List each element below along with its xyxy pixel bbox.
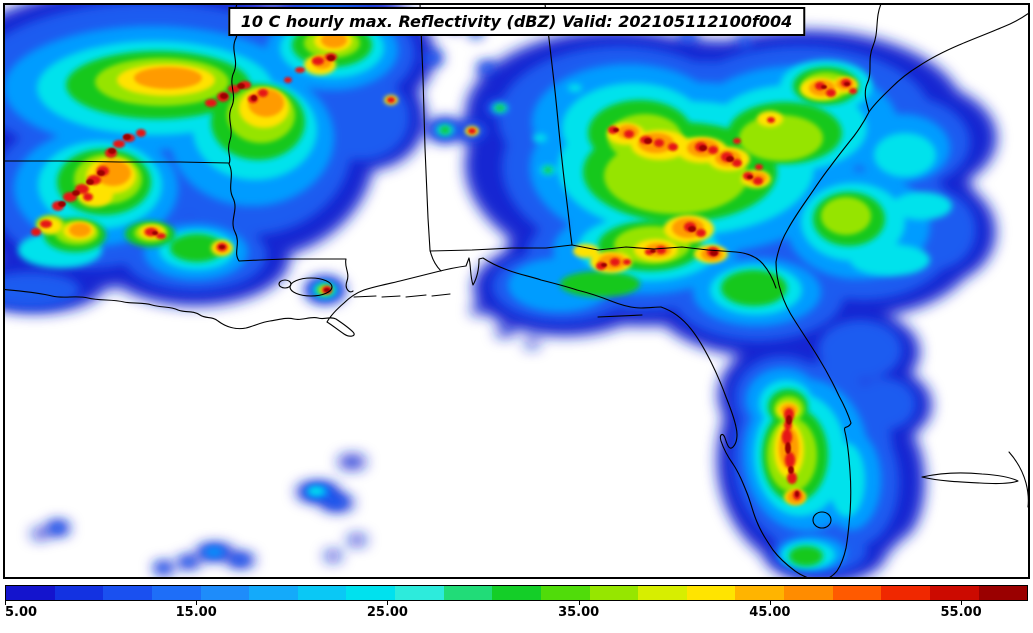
map-frame xyxy=(3,3,1030,579)
lake-pontchartrain xyxy=(289,277,333,297)
colorbar-segment xyxy=(443,586,493,600)
colorbar-tick-label: 55.00 xyxy=(940,605,982,620)
colorbar-tick xyxy=(387,601,389,605)
colorbar-tick-label: 45.00 xyxy=(749,605,791,620)
grand-bahama-island xyxy=(921,472,1019,485)
lake-okeechobee xyxy=(812,511,832,529)
barrier-islands xyxy=(353,293,643,318)
colorbar-tick-label: 25.00 xyxy=(366,605,408,620)
colorbar-segment xyxy=(686,586,736,600)
colorbar-segment xyxy=(395,586,444,600)
florida-north-border xyxy=(429,244,777,289)
alabama-georgia-border xyxy=(544,5,573,246)
georgia-southcarolina-border xyxy=(864,5,882,113)
colorbar-segment xyxy=(832,586,882,600)
colorbar-segment xyxy=(54,586,104,600)
colorbar-tick-label: 5.00 xyxy=(5,605,38,620)
colorbar-segment xyxy=(978,586,1028,600)
colorbar-tick xyxy=(196,601,198,605)
state-borders-and-coastlines xyxy=(5,5,1028,577)
colorbar-segment xyxy=(6,586,55,600)
echo-layer-9 xyxy=(58,55,850,497)
colorbar-segment xyxy=(346,586,395,600)
colorbar-segment xyxy=(249,586,298,600)
colorbar-gradient xyxy=(6,586,1028,600)
colorbar-segment xyxy=(881,586,930,600)
colorbar-segment xyxy=(151,586,201,600)
plot-title: 10 C hourly max. Reflectivity (dBZ) Vali… xyxy=(227,7,806,36)
colorbar-segment xyxy=(103,586,152,600)
colorbar-tick-label: 15.00 xyxy=(175,605,217,620)
radar-echoes xyxy=(5,5,997,577)
lake-maurepas xyxy=(278,279,292,289)
colorbar-tick xyxy=(5,601,6,605)
colorbar-tick xyxy=(578,601,580,605)
colorbar-segment xyxy=(200,586,250,600)
arkansas-louisiana-border xyxy=(5,160,230,164)
colorbar-segment xyxy=(589,586,639,600)
colorbar-segment xyxy=(540,586,590,600)
coastline-louisiana-to-panhandle xyxy=(5,257,662,337)
colorbar-segment xyxy=(638,586,687,600)
colorbar-segment xyxy=(492,586,541,600)
colorbar-segment xyxy=(929,586,979,600)
mississippi-river-border xyxy=(228,5,354,293)
mississippi-alabama-border xyxy=(419,5,442,272)
coastline-florida-and-atlantic xyxy=(660,13,1028,577)
colorbar-segment xyxy=(784,586,833,600)
colorbar-ticks: 5.00 15.00 25.00 35.00 45.00 55.00 xyxy=(5,601,1028,625)
abaco-island xyxy=(1008,451,1028,508)
colorbar-tick-label: 35.00 xyxy=(558,605,600,620)
colorbar xyxy=(5,585,1028,601)
colorbar-tick xyxy=(961,601,963,605)
colorbar-segment xyxy=(297,586,347,600)
colorbar-tick xyxy=(769,601,771,605)
colorbar-segment xyxy=(735,586,784,600)
